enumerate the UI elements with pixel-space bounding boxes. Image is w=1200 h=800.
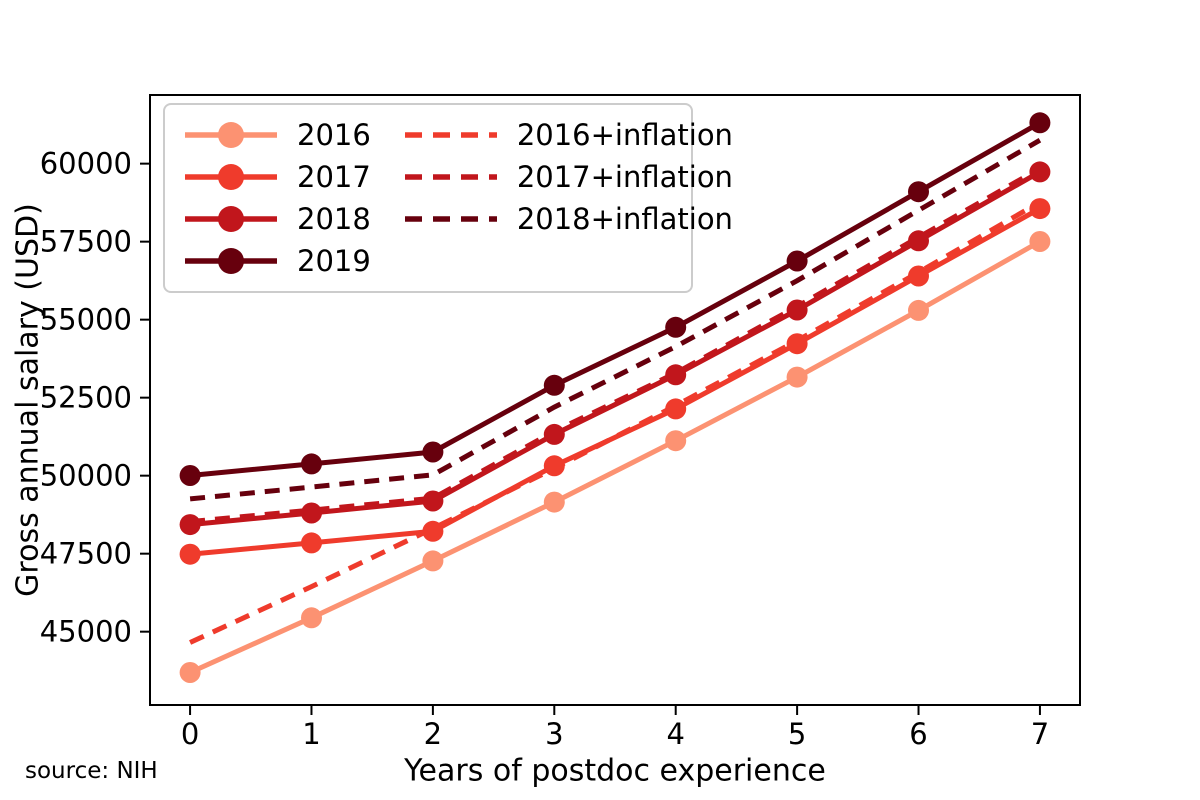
y-axis-label: Gross annual salary (USD)	[10, 203, 46, 597]
y-tick-label: 55000	[40, 303, 132, 337]
series-line-2018-inflation	[189, 138, 1042, 502]
data-point-2017	[422, 520, 444, 542]
legend-line-marker-icon	[185, 248, 277, 274]
data-point-2019	[1029, 112, 1051, 134]
plot-border	[149, 94, 1081, 706]
legend-item-2019: 2019	[185, 240, 371, 282]
data-point-2017	[786, 333, 808, 355]
legend-line-marker-icon	[185, 122, 277, 148]
data-point-2018	[543, 423, 565, 445]
series-line-2016-inflation	[189, 199, 1042, 645]
series-line-2019	[189, 120, 1042, 478]
data-point-2019	[786, 250, 808, 272]
y-tick-label: 52500	[40, 381, 132, 415]
x-tick-label: 5	[788, 717, 806, 751]
data-point-2016	[179, 662, 201, 683]
x-tick-label: 2	[424, 717, 442, 751]
legend: 2016 2017 2018 2019 2016+inflation 2017+infla…	[163, 103, 733, 293]
data-point-2016	[543, 491, 565, 513]
series-line-2017	[189, 206, 1042, 557]
legend-item-2016-inflation: 2016+inflation	[404, 114, 733, 156]
legend-column: 2016 2017 2018 2019	[185, 114, 371, 282]
y-tick-label: 60000	[40, 147, 132, 181]
data-point-2017	[301, 532, 322, 554]
x-axis-label: Years of postdoc experience	[404, 753, 826, 789]
legend-label: 2017+inflation	[516, 159, 733, 194]
legend-label: 2018	[297, 201, 371, 236]
data-point-2018	[1029, 161, 1051, 183]
x-tick-label: 6	[909, 717, 927, 751]
legend-dashed-line-icon	[404, 174, 497, 180]
data-point-2019	[908, 181, 929, 203]
legend-label: 2016	[297, 117, 371, 152]
data-point-2018	[665, 364, 687, 386]
legend-label: 2018+inflation	[516, 201, 733, 236]
data-point-2017	[1029, 198, 1051, 220]
legend-item-2017-inflation: 2017+inflation	[404, 156, 733, 198]
data-point-2018	[301, 502, 322, 524]
data-point-2018	[179, 514, 201, 536]
data-point-2019	[665, 316, 687, 338]
data-point-2016	[786, 366, 808, 388]
data-point-2018	[908, 230, 929, 252]
data-point-2016	[908, 299, 929, 321]
legend-item-2018: 2018	[185, 198, 371, 240]
x-tick-label: 0	[181, 717, 199, 751]
data-point-2016	[665, 430, 687, 452]
legend-line-marker-icon	[185, 206, 277, 232]
data-point-2019	[179, 465, 201, 486]
data-point-2017	[665, 398, 687, 420]
data-point-2019	[422, 441, 444, 463]
x-tick-label: 3	[545, 717, 563, 751]
legend-item-2018-inflation: 2018+inflation	[404, 198, 733, 240]
data-point-2018	[422, 490, 444, 512]
legend-label: 2016+inflation	[516, 117, 733, 152]
y-tick-label: 50000	[40, 459, 132, 493]
data-point-2017	[179, 543, 201, 565]
data-point-2019	[543, 374, 565, 396]
x-tick-label: 1	[302, 717, 320, 751]
legend-item-2016: 2016	[185, 114, 371, 156]
legend-item-2017: 2017	[185, 156, 371, 198]
legend-line-marker-icon	[185, 164, 277, 190]
legend-dashed-line-icon	[404, 216, 497, 222]
legend-label: 2019	[297, 243, 371, 278]
legend-label: 2017	[297, 159, 371, 194]
data-point-2016	[1029, 231, 1051, 252]
data-point-2017	[908, 265, 929, 287]
x-tick-label: 7	[1031, 717, 1049, 751]
y-tick-label: 47500	[40, 537, 132, 571]
x-tick-label: 4	[666, 717, 684, 751]
legend-column: 2016+inflation 2017+inflation 2018+inflati…	[404, 114, 733, 282]
series-line-2016	[189, 239, 1042, 675]
y-tick-label: 45000	[40, 615, 132, 649]
data-point-2019	[301, 453, 322, 475]
data-point-2016	[422, 550, 444, 572]
series-line-2018	[189, 169, 1042, 528]
legend-dashed-line-icon	[404, 132, 497, 138]
data-point-2017	[543, 455, 565, 477]
data-point-2018	[786, 299, 808, 321]
y-tick-label: 57500	[40, 225, 132, 259]
source-note: source: NIH	[25, 758, 158, 784]
data-point-2016	[301, 607, 322, 629]
